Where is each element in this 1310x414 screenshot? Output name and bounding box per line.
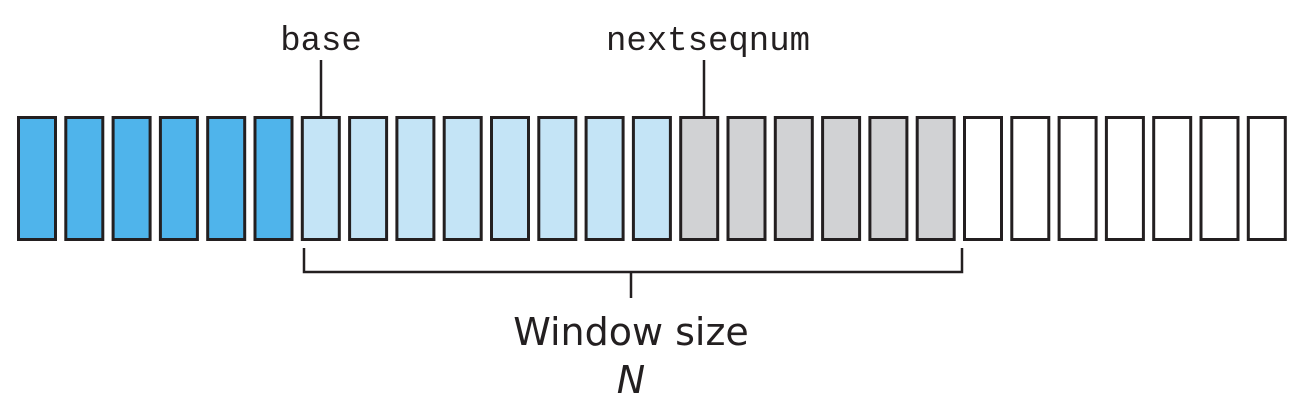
seq-slot-sent-not-acked — [584, 116, 625, 241]
sequence-number-slots — [17, 116, 1287, 241]
seq-slot-acked — [111, 116, 152, 241]
seq-slot-usable-not-sent — [868, 116, 909, 241]
seq-slot-acked — [253, 116, 294, 241]
seq-slot-not-usable — [1010, 116, 1051, 241]
seq-slot-not-usable — [1057, 116, 1098, 241]
window-size-symbol: N — [617, 358, 645, 402]
seq-slot-usable-not-sent — [726, 116, 767, 241]
seq-slot-usable-not-sent — [915, 116, 956, 241]
seq-slot-not-usable — [1199, 116, 1240, 241]
base-label: base — [280, 23, 362, 61]
window-bracket — [302, 248, 964, 298]
seq-slot-sent-not-acked — [631, 116, 672, 241]
base-pointer: base — [280, 23, 362, 117]
seq-slot-not-usable — [1152, 116, 1193, 241]
seq-slot-usable-not-sent — [821, 116, 862, 241]
seq-slot-sent-not-acked — [300, 116, 341, 241]
seq-slot-acked — [158, 116, 199, 241]
seq-slot-sent-not-acked — [348, 116, 389, 241]
nextseqnum-label: nextseqnum — [606, 23, 810, 61]
seq-slot-sent-not-acked — [395, 116, 436, 241]
seq-slot-acked — [64, 116, 105, 241]
seq-slot-sent-not-acked — [537, 116, 578, 241]
seq-slot-not-usable — [1104, 116, 1145, 241]
seq-slot-not-usable — [963, 116, 1003, 241]
nextseqnum-pointer: nextseqnum — [606, 23, 810, 117]
seq-slot-acked — [17, 116, 57, 241]
seq-slot-usable-not-sent — [773, 116, 814, 241]
seq-slot-sent-not-acked — [490, 116, 530, 241]
seq-slot-sent-not-acked — [442, 116, 483, 241]
seq-slot-not-usable — [1246, 116, 1287, 241]
window-size-label: Window size — [513, 310, 749, 354]
seq-slot-usable-not-sent — [679, 116, 720, 241]
seq-slot-acked — [206, 116, 247, 241]
